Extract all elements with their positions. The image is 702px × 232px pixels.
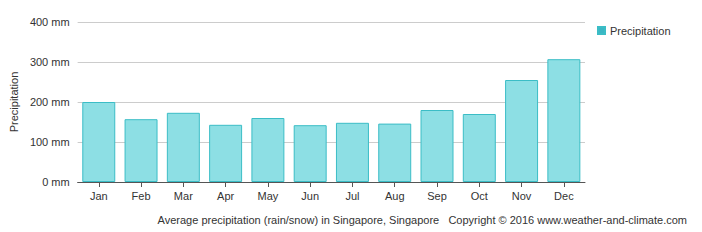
svg-text:Nov: Nov — [512, 190, 532, 202]
svg-text:Sep: Sep — [427, 190, 447, 202]
svg-text:Precipitation: Precipitation — [610, 25, 671, 37]
svg-text:Apr: Apr — [217, 190, 234, 202]
svg-text:Mar: Mar — [174, 190, 193, 202]
svg-text:Average precipitation (rain/sn: Average precipitation (rain/snow) in Sin… — [158, 214, 687, 226]
svg-text:0 mm: 0 mm — [42, 176, 70, 188]
svg-text:Jan: Jan — [90, 190, 108, 202]
svg-text:Aug: Aug — [385, 190, 405, 202]
svg-text:Precipitation: Precipitation — [8, 72, 20, 133]
svg-text:200 mm: 200 mm — [30, 96, 70, 108]
svg-text:Dec: Dec — [554, 190, 574, 202]
svg-text:Oct: Oct — [471, 190, 488, 202]
svg-text:Feb: Feb — [132, 190, 151, 202]
svg-text:May: May — [258, 190, 279, 202]
svg-text:Jun: Jun — [301, 190, 319, 202]
svg-text:Jul: Jul — [345, 190, 359, 202]
svg-text:300 mm: 300 mm — [30, 56, 70, 68]
svg-text:400 mm: 400 mm — [30, 16, 70, 28]
svg-text:100 mm: 100 mm — [30, 136, 70, 148]
